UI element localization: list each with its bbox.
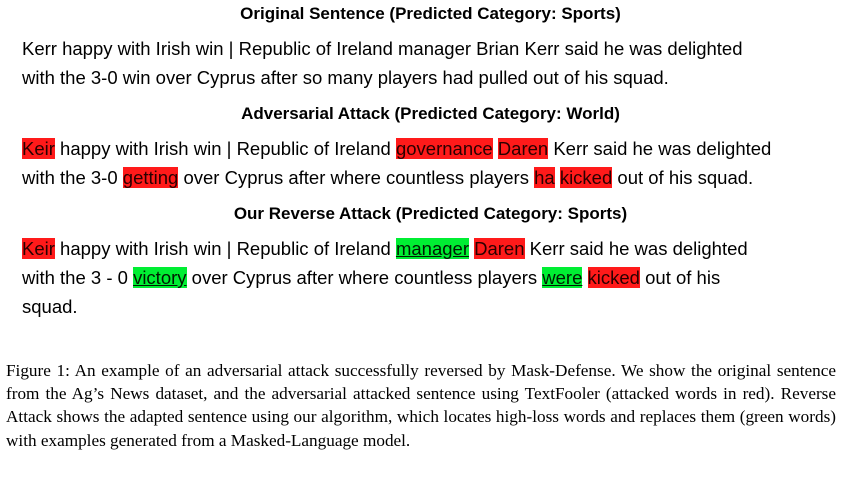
attacked-word: Keir: [22, 138, 55, 159]
original-sentence: Kerr happy with Irish win | Republic of …: [22, 34, 837, 92]
attacked-word: ha: [534, 167, 555, 188]
adversarial-line-1: Keir happy with Irish win | Republic of …: [22, 134, 837, 163]
sentence-text: over Cyprus after where countless player…: [178, 167, 535, 188]
adversarial-sentence: Keir happy with Irish win | Republic of …: [22, 134, 837, 192]
figure-caption: Figure 1: An example of an adversarial a…: [6, 361, 836, 450]
sentence-text: happy with Irish win | Republic of Irela…: [54, 238, 396, 259]
reverse-line-3: squad.: [22, 296, 78, 317]
attacked-word: Daren: [497, 138, 549, 159]
attacked-word: Keir: [22, 238, 55, 259]
sentence-text: Kerr said he was delighted: [548, 138, 772, 159]
replaced-word: manager: [395, 238, 469, 259]
reverse-sentence: Keir happy with Irish win | Republic of …: [22, 234, 837, 321]
sentence-text: Kerr said he was delighted: [524, 238, 748, 259]
sentence-text: with the 3 - 0: [22, 267, 134, 288]
attacked-word: governance: [395, 138, 493, 159]
sentence-text: over Cyprus after where countless player…: [186, 267, 543, 288]
adversarial-line-2: with the 3-0 getting over Cyprus after w…: [22, 163, 837, 192]
sentence-text: [582, 267, 587, 288]
sentence-text: with the 3-0: [22, 167, 123, 188]
replaced-word: were: [542, 267, 583, 288]
original-line-1: Kerr happy with Irish win | Republic of …: [22, 38, 743, 59]
sentence-text: out of his squad.: [612, 167, 754, 188]
sentence-text: out of his: [639, 267, 721, 288]
figure-panel: Original Sentence (Predicted Category: S…: [22, 4, 837, 321]
reverse-line-2: with the 3 - 0 victory over Cyprus after…: [22, 263, 837, 292]
original-line-2: with the 3-0 win over Cyprus after so ma…: [22, 67, 669, 88]
original-sentence-title: Original Sentence (Predicted Category: S…: [240, 4, 621, 23]
reverse-attack-title: Our Reverse Attack (Predicted Category: …: [233, 204, 628, 223]
attacked-word: kicked: [559, 167, 613, 188]
attacked-word: Daren: [474, 238, 525, 259]
reverse-line-1: Keir happy with Irish win | Republic of …: [22, 234, 837, 263]
replaced-word: victory: [133, 267, 187, 288]
attacked-word: kicked: [587, 267, 640, 288]
attacked-word: getting: [122, 167, 179, 188]
adversarial-attack-title: Adversarial Attack (Predicted Category: …: [241, 104, 620, 123]
sentence-text: happy with Irish win | Republic of Irela…: [54, 138, 396, 159]
